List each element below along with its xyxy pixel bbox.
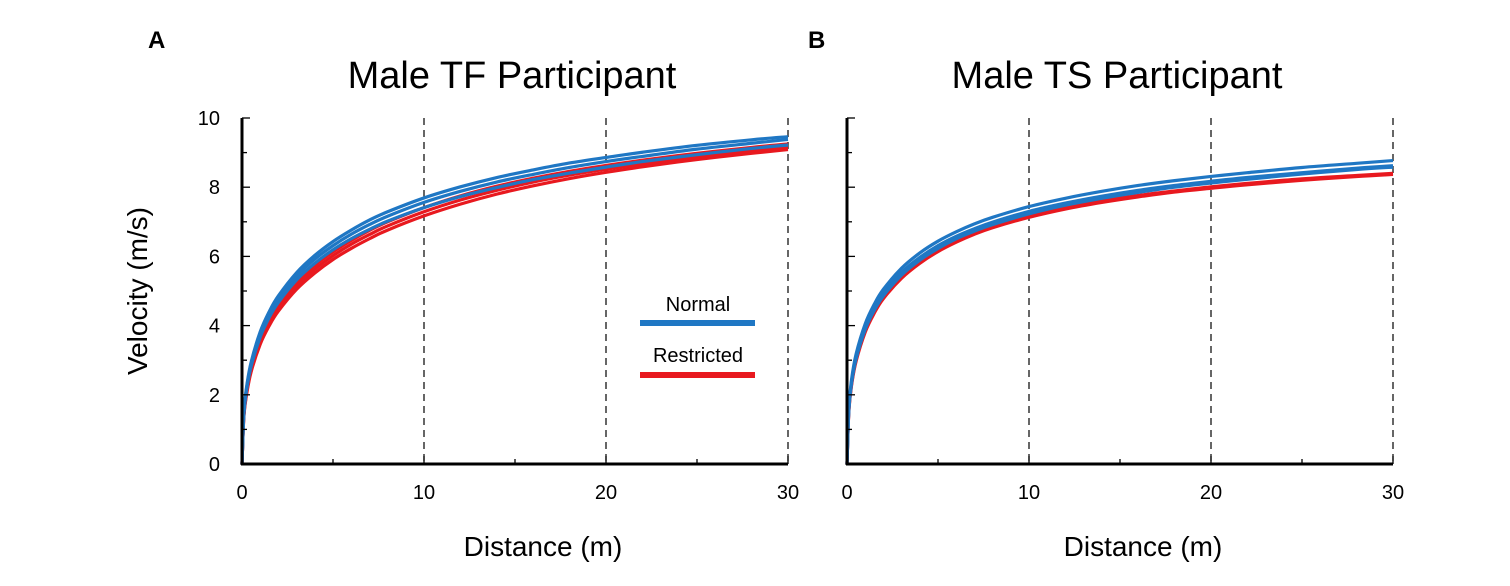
series-line-normal-1-b: [845, 164, 1394, 465]
chart-title-a: Male TF Participant: [348, 55, 677, 97]
y-tick-label-6-a: 6: [209, 246, 220, 268]
y-axis-label: Velocity (m/s): [122, 207, 153, 375]
series-line-restricted-5-b: [845, 171, 1394, 465]
x-tick-label-0-a: 0: [236, 482, 247, 504]
y-tick-label-2-a: 2: [209, 385, 220, 407]
series-line-restricted-4-b: [845, 172, 1394, 465]
x-tick-label-10-a: 10: [413, 482, 435, 504]
y-tick-label-8-a: 8: [209, 177, 220, 199]
panel-b: B Male TS Participant Distance (m) 0 10 20…: [808, 27, 1404, 562]
x-tick-label-10-b: 10: [1018, 482, 1040, 504]
panel-label-b: B: [808, 27, 825, 54]
x-tick-label-30-b: 30: [1382, 482, 1404, 504]
x-tick-label-20-a: 20: [595, 482, 617, 504]
series-line-normal-3-b: [845, 165, 1394, 465]
panel-a: A Male TF Participant Distance (m) 0 10 20…: [148, 27, 799, 562]
y-tick-label-0-a: 0: [209, 454, 220, 476]
x-tick-label-0-b: 0: [841, 482, 852, 504]
x-axis-label-a: Distance (m): [464, 531, 623, 562]
x-axis-label-b: Distance (m): [1064, 531, 1223, 562]
series-line-normal-3-a: [240, 135, 789, 465]
plot-area-b: 0 10 20 30: [841, 117, 1404, 504]
series-line-normal-2-b: [845, 158, 1394, 465]
y-tick-label-10-a: 10: [198, 108, 220, 130]
x-tick-label-20-b: 20: [1200, 482, 1222, 504]
legend-label-normal: Normal: [666, 294, 730, 316]
panel-label-a: A: [148, 27, 165, 54]
legend: Normal Restricted: [640, 294, 755, 378]
x-tick-label-30-a: 30: [777, 482, 799, 504]
legend-label-restricted: Restricted: [653, 345, 743, 367]
chart-title-b: Male TS Participant: [952, 55, 1283, 97]
plot-area-a: 0 10 20 30 0 2 4 6 8 10: [198, 108, 799, 504]
y-tick-label-4-a: 4: [209, 316, 220, 338]
